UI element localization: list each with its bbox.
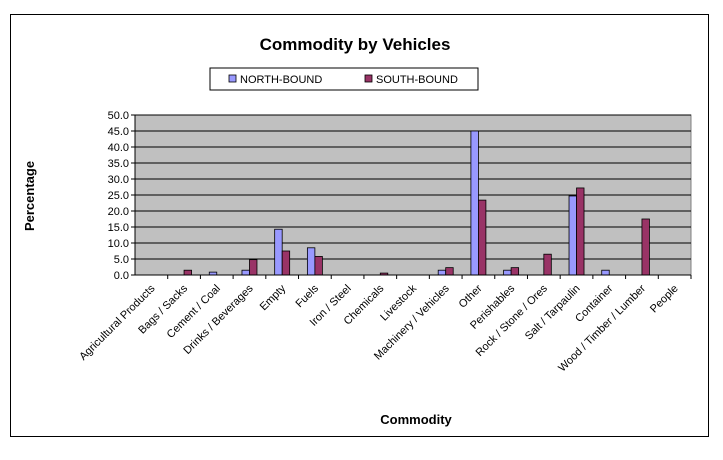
bar-south-bound	[641, 218, 650, 276]
y-tick-label: 30.0	[108, 174, 129, 186]
bar-south-bound	[281, 250, 291, 276]
bar-south-bound	[576, 187, 585, 276]
y-tick-label: 35.0	[108, 158, 129, 170]
bar-south-bound	[183, 269, 192, 276]
x-tick-label: Empty	[258, 282, 289, 313]
bar-south-bound	[543, 253, 552, 276]
y-tick-label: 5.0	[114, 254, 129, 266]
chart-title: Commodity by Vehicles	[260, 35, 451, 54]
x-tick-label: Fuels	[293, 282, 321, 310]
y-tick-label: 40.0	[108, 142, 129, 154]
y-tick-label: 45.0	[108, 126, 129, 138]
legend-swatch-south-bound	[364, 74, 373, 83]
legend: NORTH-BOUND SOUTH-BOUND	[209, 67, 479, 91]
bar-north-bound	[568, 195, 577, 276]
bar-north-bound	[437, 269, 447, 276]
bar-south-bound	[510, 267, 520, 276]
bar-north-bound	[503, 269, 512, 276]
y-tick-label: 20.0	[108, 206, 129, 218]
bar-north-bound	[601, 269, 610, 276]
x-axis-title: Commodity	[380, 412, 452, 427]
y-tick-label: 15.0	[108, 222, 129, 234]
y-tick-label: 25.0	[108, 190, 129, 202]
bar-north-bound	[274, 228, 283, 276]
y-tick-label: 50.0	[108, 110, 129, 122]
legend-box	[209, 67, 479, 91]
y-axis-ticks: 0.0 5.0 10.0 15.0 20.0 25.0 30.0 35.0 40.0 45.0 50…	[108, 110, 135, 282]
legend-label-north-bound: NORTH-BOUND	[240, 74, 322, 86]
bar-north-bound	[241, 269, 250, 276]
bar-south-bound	[249, 259, 258, 276]
y-tick-label: 10.0	[108, 238, 129, 250]
bar-north-bound	[306, 247, 316, 276]
x-tick-label: People	[648, 283, 681, 316]
legend-swatch-north-bound	[228, 74, 237, 83]
y-axis-title: Percentage	[22, 161, 37, 231]
bars	[183, 130, 650, 276]
legend-label-south-bound: SOUTH-BOUND	[376, 74, 458, 86]
y-tick-label: 0.0	[114, 270, 129, 282]
gridlines	[135, 114, 691, 260]
bar-south-bound	[445, 267, 454, 276]
bar-south-bound	[314, 256, 323, 276]
bar-north-bound	[470, 130, 479, 276]
x-tick-label: Other	[457, 282, 485, 310]
bar-south-bound	[478, 199, 487, 276]
